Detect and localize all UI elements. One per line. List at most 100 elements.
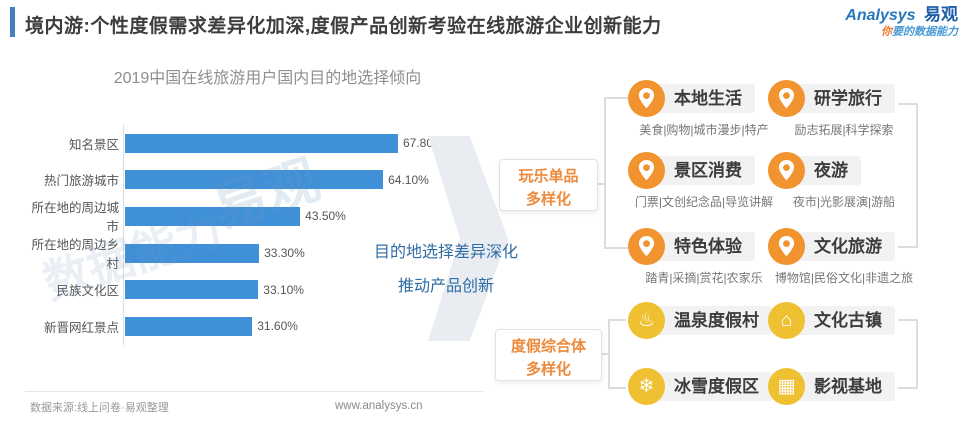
bar bbox=[125, 243, 260, 263]
item-title-pill: 景区消费 bbox=[647, 156, 755, 185]
item-title: 景区消费 bbox=[674, 161, 742, 180]
item-subtitle: 门票|文创纪念品|导览讲解 bbox=[634, 195, 774, 209]
item-title: 影视基地 bbox=[814, 377, 882, 396]
bar-row: 热门旅游城市 64.10% bbox=[26, 161, 466, 199]
connector-line bbox=[916, 103, 918, 248]
flow-label-resort-complex: 度假综合体 多样化 bbox=[495, 329, 602, 381]
connector-line bbox=[602, 353, 610, 355]
bar bbox=[125, 206, 301, 226]
item-subtitle: 美食|购物|城市漫步|特产 bbox=[639, 123, 769, 137]
chart-title: 2019中国在线旅游用户国内目的地选择倾向 bbox=[113, 70, 422, 87]
item-title-pill: 影视基地 bbox=[787, 372, 895, 401]
item-title: 夜游 bbox=[814, 161, 848, 180]
bar-row: 知名景区 67.80% bbox=[26, 125, 466, 162]
analysys-logo: Analysys 易观 你要的数据能力 bbox=[824, 4, 958, 40]
item-scenic-consumption: 景区消费 门票|文创纪念品|导览讲解 bbox=[628, 152, 778, 212]
bar-category-label: 新晋网红景点 bbox=[43, 320, 119, 335]
bar bbox=[125, 280, 259, 300]
item-subtitle: 夜市|光影展演|游船 bbox=[792, 195, 896, 209]
item-subtitle: 踏青|采摘|赏花|农家乐 bbox=[645, 271, 763, 285]
hot-spring-icon: ♨ bbox=[628, 302, 665, 339]
item-hot-spring-resort: 温泉度假村 ♨ bbox=[628, 302, 778, 362]
bar-category-label: 民族文化区 bbox=[56, 284, 119, 299]
bar-value-label: 64.10% bbox=[388, 172, 429, 187]
website-url: www.analysys.cn bbox=[335, 400, 423, 412]
bar-track: 31.60% bbox=[123, 307, 466, 345]
bar-category-label: 所在地的周边城市 bbox=[31, 201, 119, 235]
bar-track: 33.30% bbox=[123, 234, 466, 272]
bar-row: 民族文化区 33.10% bbox=[26, 271, 466, 308]
item-night-tour: 夜游 夜市|光影展演|游船 bbox=[768, 152, 918, 212]
title-accent-bar bbox=[10, 7, 15, 37]
film-icon: ▦ bbox=[768, 368, 805, 405]
logo-brand-cn: 易观 bbox=[924, 5, 958, 24]
item-title-pill: 冰雪度假区 bbox=[647, 372, 772, 401]
bar bbox=[125, 316, 253, 336]
item-title-pill: 特色体验 bbox=[647, 232, 755, 261]
item-special-experience: 特色体验 踏青|采摘|赏花|农家乐 bbox=[628, 228, 778, 288]
connector-line bbox=[608, 319, 626, 321]
bar-category-label: 知名景区 bbox=[68, 137, 119, 152]
bar-chart: 知名景区 67.80% 热门旅游城市 64.10% 所在地的周边城市 43.50% 所在地的… bbox=[26, 125, 466, 345]
item-title: 冰雪度假区 bbox=[674, 377, 759, 396]
item-title: 特色体验 bbox=[674, 237, 742, 256]
data-source-note: 数据来源:线上问卷·易观整理 bbox=[30, 402, 169, 414]
bar-value-label: 33.30% bbox=[264, 246, 305, 261]
item-study-travel: 研学旅行 励志拓展|科学探索 bbox=[768, 80, 918, 140]
connector-line bbox=[916, 319, 918, 389]
item-ancient-town: 文化古镇 ⌂ bbox=[768, 302, 918, 362]
bar-category-label: 热门旅游城市 bbox=[43, 174, 119, 189]
bar bbox=[125, 170, 384, 190]
bar-track: 64.10% bbox=[123, 161, 466, 199]
connector-line bbox=[604, 97, 606, 249]
map-pin-icon bbox=[628, 80, 665, 117]
item-title-pill: 文化古镇 bbox=[787, 306, 895, 335]
bar-value-label: 43.50% bbox=[305, 209, 346, 224]
item-film-studio-base: 影视基地 ▦ bbox=[768, 368, 918, 425]
ancient-town-icon: ⌂ bbox=[768, 302, 805, 339]
item-title: 本地生活 bbox=[674, 89, 742, 108]
connector-line bbox=[604, 97, 628, 99]
snowflake-icon: ❄ bbox=[628, 368, 665, 405]
map-pin-icon bbox=[628, 228, 665, 265]
map-pin-icon bbox=[768, 152, 805, 189]
item-ice-snow-resort: 冰雪度假区 ❄ bbox=[628, 368, 778, 425]
bar-row: 所在地的周边乡村 33.30% bbox=[26, 234, 466, 272]
bar-track: 33.10% bbox=[123, 271, 466, 308]
connector-line bbox=[608, 387, 626, 389]
map-pin-icon bbox=[768, 228, 805, 265]
connector-line bbox=[898, 103, 918, 105]
bar bbox=[125, 133, 398, 153]
bar-track: 67.80% bbox=[123, 125, 466, 162]
bar-value-label: 33.10% bbox=[263, 282, 304, 297]
item-title-pill: 研学旅行 bbox=[787, 84, 895, 113]
footer-divider bbox=[25, 391, 483, 392]
map-pin-icon bbox=[768, 80, 805, 117]
connector-line bbox=[598, 183, 606, 185]
insight-text: 目的地选择差异深化 推动产品创新 bbox=[373, 244, 518, 295]
item-title: 温泉度假村 bbox=[674, 311, 759, 330]
item-title: 研学旅行 bbox=[814, 89, 882, 108]
connector-line bbox=[604, 247, 628, 249]
connector-line bbox=[898, 319, 918, 321]
connector-line bbox=[608, 319, 610, 389]
map-pin-icon bbox=[628, 152, 665, 189]
logo-brand-en: Analysys bbox=[845, 7, 916, 24]
logo-tagline: 你要的数据能力 bbox=[881, 26, 958, 38]
bar-chart-rows: 知名景区 67.80% 热门旅游城市 64.10% 所在地的周边城市 43.50% 所在地的… bbox=[26, 125, 466, 345]
bar-track: 43.50% bbox=[123, 198, 466, 235]
item-subtitle: 博物馆|民俗文化|非遗之旅 bbox=[774, 271, 914, 285]
item-local-life: 本地生活 美食|购物|城市漫步|特产 bbox=[628, 80, 778, 140]
flow-label-play-items: 玩乐单品 多样化 bbox=[499, 159, 598, 211]
item-subtitle: 励志拓展|科学探索 bbox=[794, 123, 894, 137]
connector-line bbox=[898, 387, 918, 389]
item-title-pill: 温泉度假村 bbox=[647, 306, 772, 335]
page-title: 境内游:个性度假需求差异化加深,度假产品创新考验在线旅游企业创新能力 bbox=[25, 16, 662, 37]
connector-line bbox=[898, 246, 918, 248]
bar-value-label: 31.60% bbox=[257, 319, 298, 334]
item-title: 文化古镇 bbox=[814, 311, 882, 330]
item-title: 文化旅游 bbox=[814, 237, 882, 256]
bar-row: 新晋网红景点 31.60% bbox=[26, 307, 466, 345]
item-culture-travel: 文化旅游 博物馆|民俗文化|非遗之旅 bbox=[768, 228, 918, 288]
